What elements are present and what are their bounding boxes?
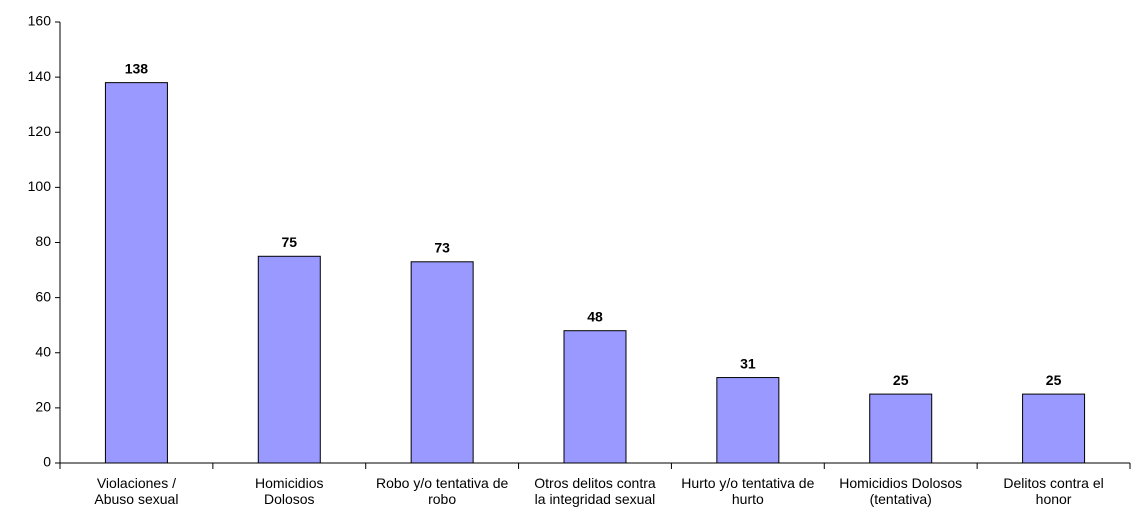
y-tick-label: 40 [35,343,51,359]
y-tick-label: 0 [43,454,51,470]
y-tick-label: 140 [28,68,52,84]
y-tick-label: 20 [35,399,51,415]
bar [869,393,933,464]
value-label: 25 [893,372,909,388]
value-label: 75 [281,234,297,250]
bar [1022,393,1086,464]
y-tick-label: 120 [28,123,52,139]
bar [563,330,627,464]
x-tick-label: Homicidios Dolosos (tentativa) [839,475,963,507]
value-label: 48 [587,308,603,324]
x-tick-label: Hurto y/o tentativa de hurto [681,475,815,507]
bar [257,255,321,464]
x-tick-label: Homicidios Dolosos [255,475,324,507]
y-tick-label: 80 [35,233,51,249]
y-tick-label: 100 [28,178,52,194]
x-tick-label: Robo y/o tentativa de robo [375,475,509,507]
value-label: 138 [125,60,149,76]
bar [410,261,474,464]
y-tick-label: 60 [35,288,51,304]
x-tick-label: Otros delitos contra la integridad sexua… [534,475,656,507]
y-tick-label: 160 [28,13,52,29]
bar [716,377,780,464]
value-label: 25 [1046,372,1062,388]
x-tick-label: Delitos contra el honor [1003,475,1104,507]
value-label: 73 [434,239,450,255]
bar [104,82,168,464]
x-tick-label: Violaciones / Abuso sexual [94,475,179,507]
value-label: 31 [740,355,756,371]
